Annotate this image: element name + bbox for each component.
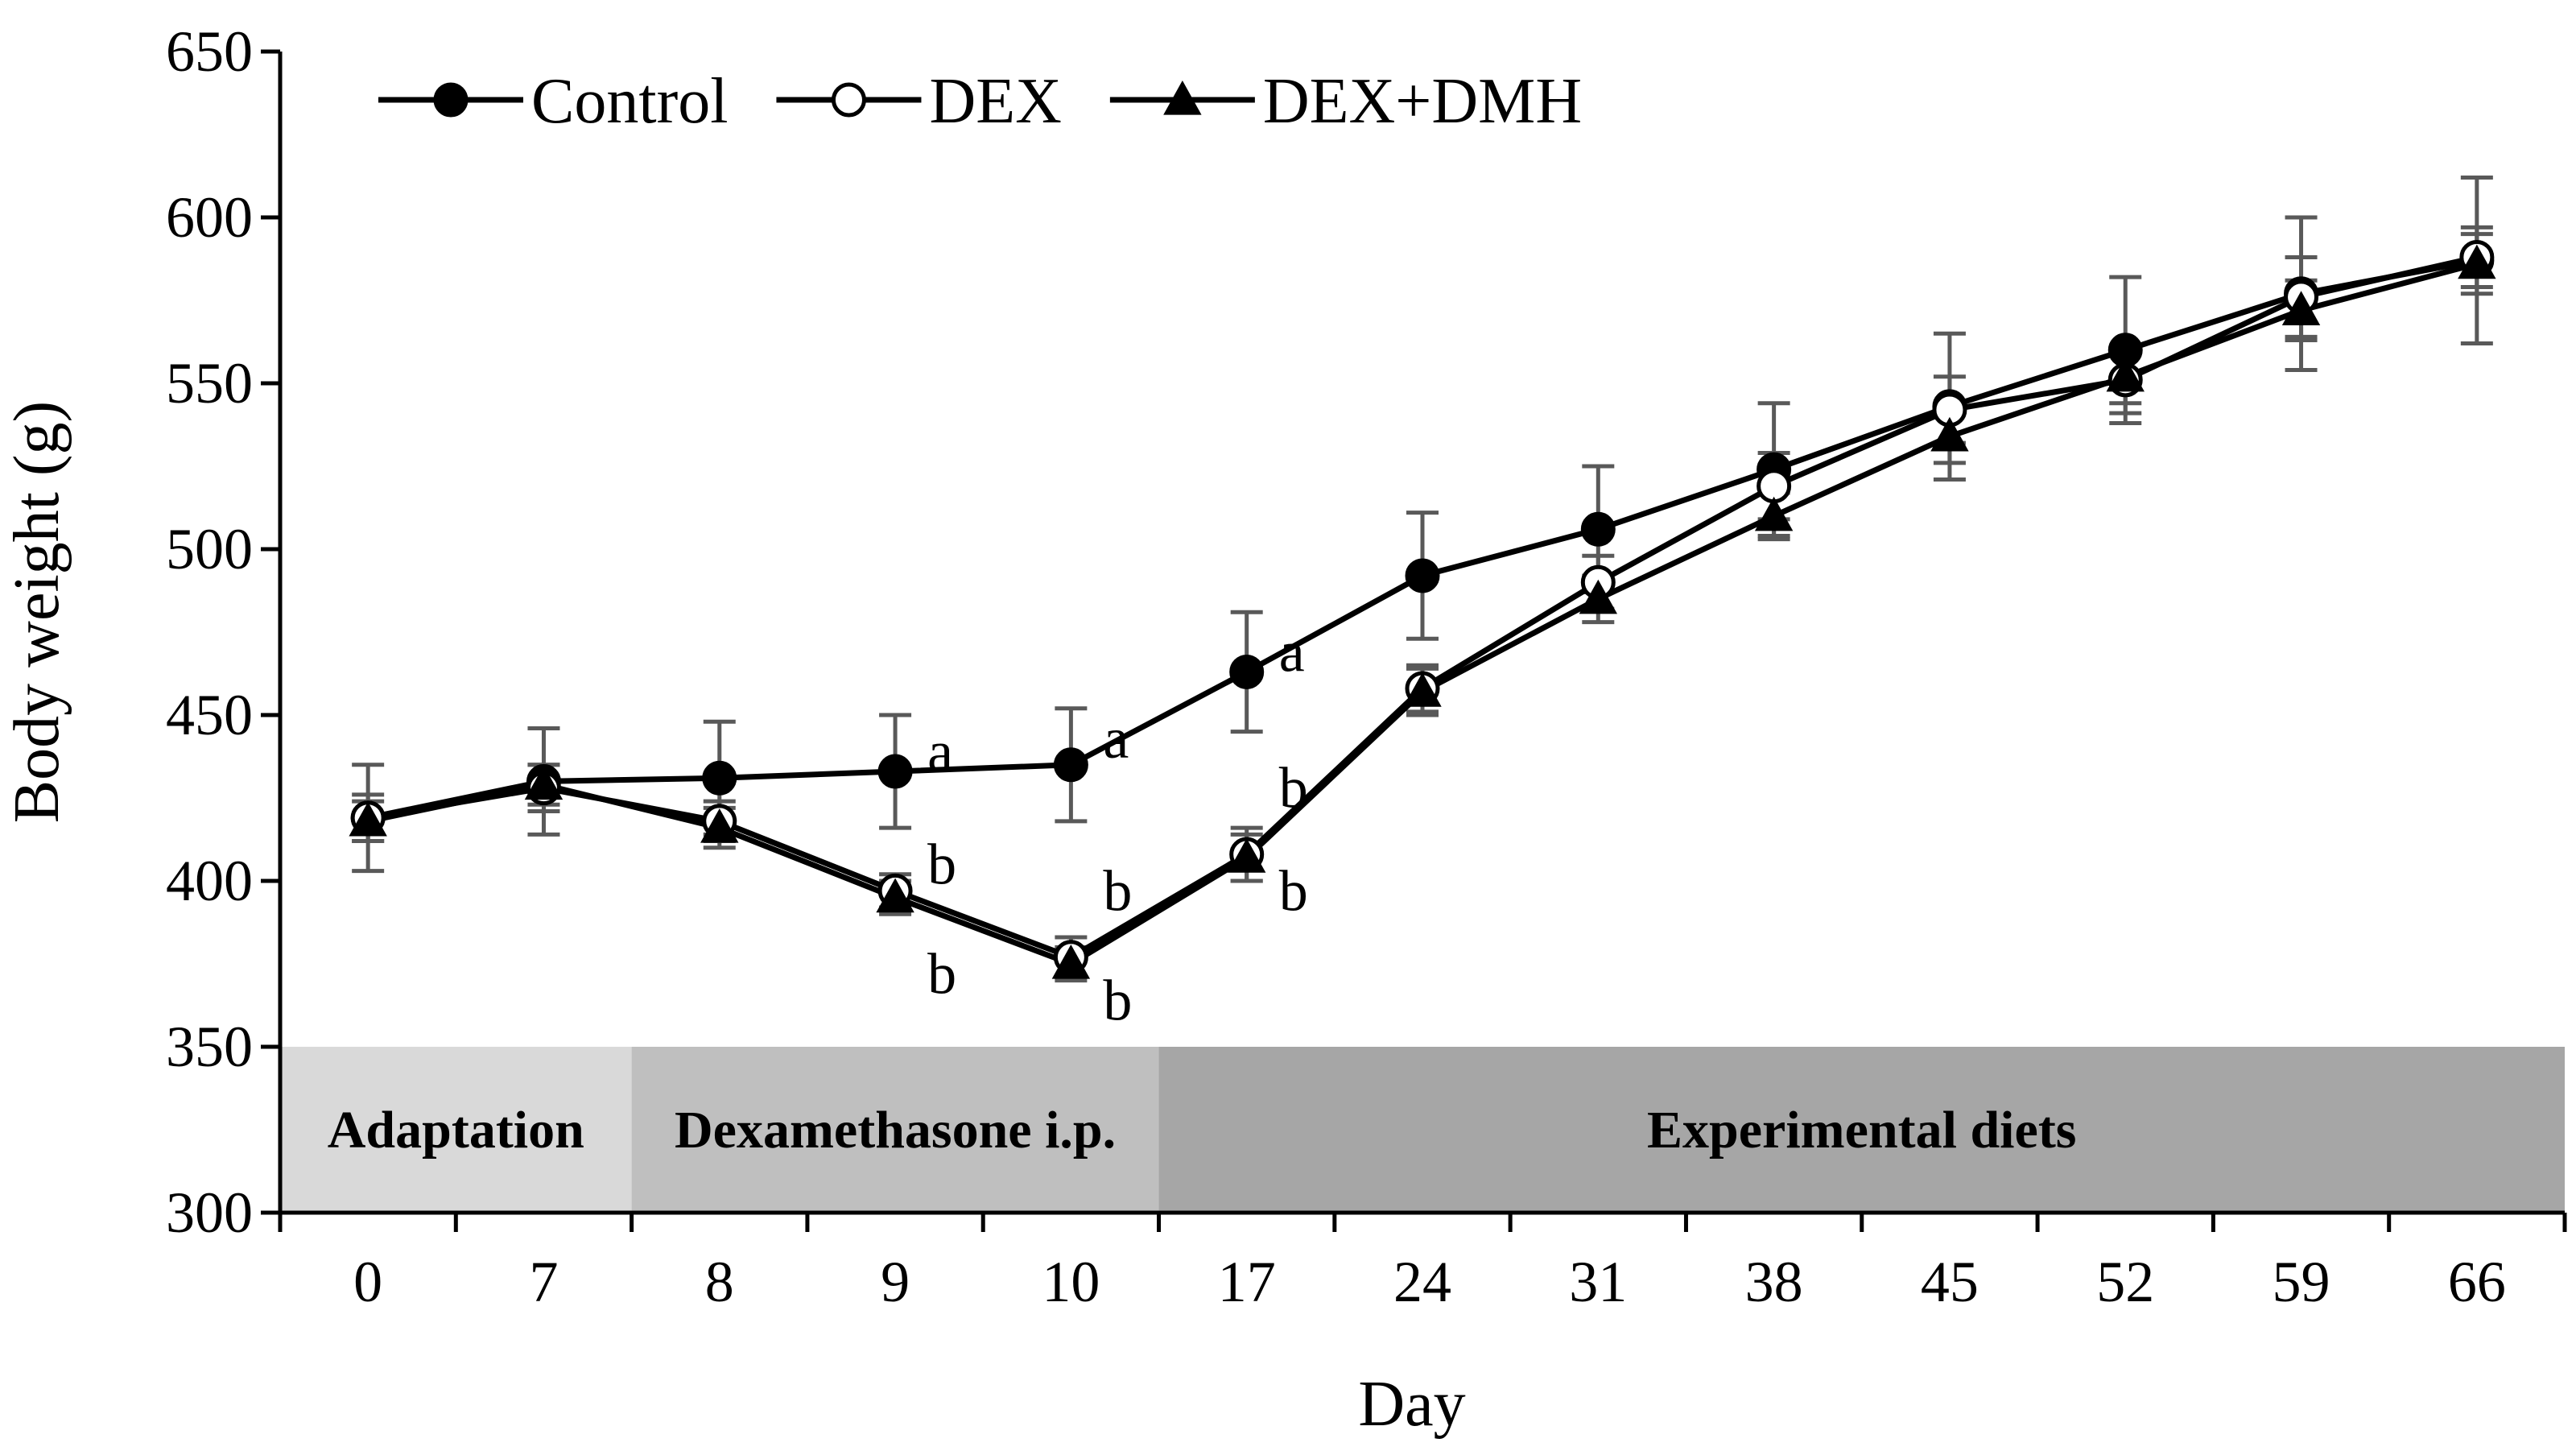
significance-letter: b [927, 941, 956, 1006]
phase-band-2 [1158, 1047, 2565, 1213]
x-tick-label: 10 [1042, 1250, 1100, 1314]
data-point [1579, 579, 1618, 614]
data-point [524, 765, 564, 800]
data-point [1053, 747, 1088, 783]
x-tick-label: 38 [1745, 1250, 1803, 1314]
axes [278, 52, 2565, 1215]
data-point [1405, 558, 1440, 593]
legend: Control DEX DEX+DMH [378, 66, 1582, 137]
y-tick-label: 300 [166, 1180, 253, 1245]
data-point [1051, 944, 1091, 979]
x-tick-label: 59 [2273, 1250, 2330, 1314]
data-point [1580, 511, 1616, 547]
phase-band-1 [631, 1047, 1159, 1213]
y-tick-label: 350 [166, 1015, 253, 1079]
y-tick-label: 550 [166, 351, 253, 415]
data-point [700, 808, 739, 843]
y-tick-label: 450 [166, 683, 253, 747]
data-point [877, 754, 913, 789]
significance-letter: a [1103, 706, 1129, 771]
significance-letter: b [1279, 756, 1308, 821]
y-tick-label: 500 [166, 517, 253, 581]
data-point [2281, 291, 2321, 325]
y-tick-label: 400 [166, 849, 253, 913]
x-tick-label: 9 [881, 1250, 910, 1314]
legend-label: Control [531, 66, 728, 137]
data-point [2458, 244, 2496, 279]
y-axis-ticks: 300 350 400 450 500 550 600 650 [166, 19, 280, 1245]
significance-letter: a [927, 719, 953, 783]
x-tick-label: 7 [529, 1250, 558, 1314]
significance-letter: b [1103, 858, 1132, 923]
legend-label: DEX+DMH [1263, 66, 1582, 137]
data-point [1229, 654, 1265, 689]
data-point [1930, 416, 1969, 452]
legend-label: DEX [929, 66, 1061, 137]
x-tick-label: 8 [705, 1250, 734, 1314]
legend-marker [831, 82, 866, 118]
x-tick-label: 66 [2448, 1250, 2506, 1314]
significance-letter: b [1279, 858, 1308, 923]
data-point [349, 801, 387, 837]
significance-letter: a [1279, 620, 1305, 684]
data-point [702, 760, 737, 796]
data-point [876, 878, 914, 913]
y-axis-title: Body weight (g) [2, 401, 72, 823]
x-axis-title: Day [1358, 1369, 1465, 1440]
significance-letter: b [1103, 968, 1132, 1032]
phase-band-0 [280, 1047, 632, 1213]
legend-marker [1163, 80, 1202, 115]
x-tick-label: 24 [1393, 1250, 1451, 1314]
phase-bands: Adaptation Dexamethasone i.p. Experimental… [280, 1047, 2565, 1213]
phase-label: Experimental diets [1647, 1101, 2076, 1160]
data-point [1227, 838, 1266, 873]
x-tick-label: 52 [2096, 1250, 2154, 1314]
x-axis-ticks: 0 7 8 9 10 17 24 31 38 45 52 59 66 [278, 1213, 2567, 1314]
data-point [2106, 357, 2145, 392]
phase-label: Adaptation [328, 1101, 584, 1160]
data-point [1754, 496, 1794, 531]
legend-marker [433, 82, 469, 118]
x-tick-label: 0 [353, 1250, 382, 1314]
y-tick-label: 650 [166, 19, 253, 84]
significance-letter: b [927, 832, 956, 896]
y-tick-label: 600 [166, 185, 253, 250]
x-tick-label: 45 [1921, 1250, 1979, 1314]
data-point [1403, 672, 1442, 707]
series-markers [349, 239, 2496, 979]
x-tick-label: 17 [1218, 1250, 1276, 1314]
phase-label: Dexamethasone i.p. [675, 1101, 1116, 1160]
x-tick-label: 31 [1569, 1250, 1627, 1314]
